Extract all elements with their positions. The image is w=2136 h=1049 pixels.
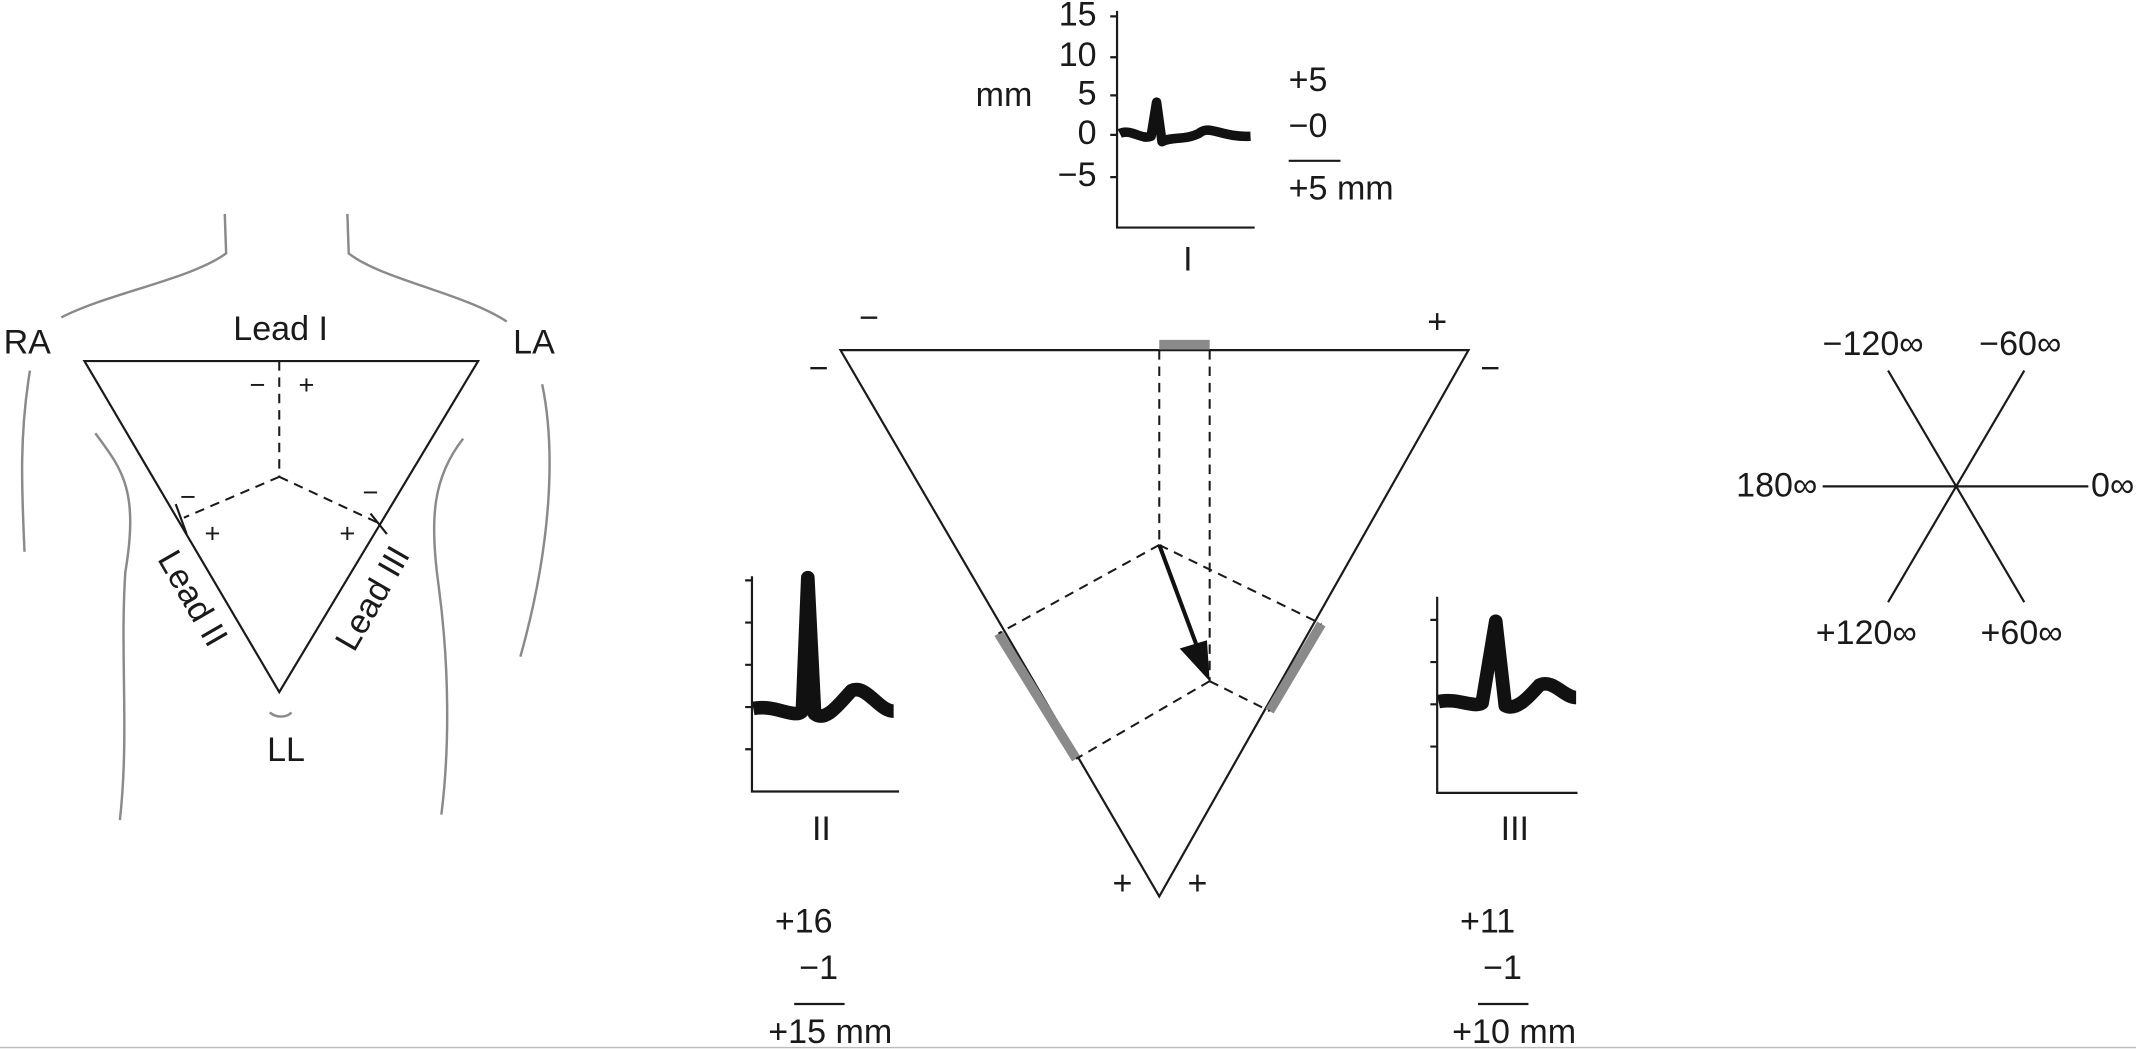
- axis-label: 0∞: [2091, 467, 2134, 505]
- tick-label: 5: [1078, 74, 1097, 112]
- lead-label: Lead II: [150, 544, 235, 653]
- sum-term: −0: [1289, 107, 1328, 145]
- electrode-label: LL: [267, 731, 305, 769]
- axis-label: −120∞: [1823, 325, 1924, 363]
- lead-ii-graph: [745, 570, 900, 793]
- lead-name: II: [812, 810, 831, 848]
- sign: −: [363, 477, 379, 508]
- tick-label: −5: [1058, 156, 1097, 194]
- lead-name: III: [1501, 810, 1529, 848]
- tick-label: 10: [1059, 36, 1097, 74]
- axis-label: 180∞: [1736, 467, 1817, 505]
- lead-iii-graph: [1430, 596, 1578, 794]
- sign: +: [299, 369, 315, 400]
- sign: +: [1187, 864, 1207, 902]
- lead-i-graph: [1110, 10, 1255, 229]
- sum-term: +16: [775, 903, 833, 941]
- torso-triangle: [82, 359, 481, 695]
- tick-label: 15: [1059, 0, 1097, 33]
- sign: −: [250, 369, 266, 400]
- sum-result: +10 mm: [1452, 1013, 1576, 1049]
- lead-name: I: [1183, 241, 1192, 279]
- sum-result: +5 mm: [1289, 170, 1394, 208]
- sign: +: [1427, 303, 1447, 341]
- axis-wheel: [1822, 370, 2089, 603]
- sum-result: +15 mm: [768, 1013, 892, 1049]
- sign: −: [809, 350, 829, 388]
- sign: −: [180, 481, 196, 512]
- torso-outline: [20, 213, 551, 821]
- electrode-label: LA: [513, 324, 555, 362]
- sign: +: [1113, 864, 1133, 902]
- sign: +: [339, 518, 355, 549]
- sign: −: [1480, 350, 1500, 388]
- lead-label: Lead I: [233, 310, 328, 348]
- axis-label: −60∞: [1979, 325, 2061, 363]
- sum-term: −1: [1483, 949, 1522, 987]
- axis-label: +60∞: [1981, 614, 2063, 652]
- sum-term: −1: [799, 949, 838, 987]
- sum-term: +11: [1460, 903, 1515, 941]
- sign: +: [205, 518, 221, 549]
- axis-label: +120∞: [1816, 614, 1917, 652]
- central-triangle: [838, 339, 1471, 899]
- electrode-label: RA: [4, 324, 52, 362]
- tick-label: 0: [1078, 114, 1097, 152]
- sum-term: +5: [1289, 61, 1328, 99]
- lead-label: Lead III: [328, 540, 418, 657]
- sign: −: [859, 299, 879, 337]
- unit-label: mm: [976, 76, 1033, 114]
